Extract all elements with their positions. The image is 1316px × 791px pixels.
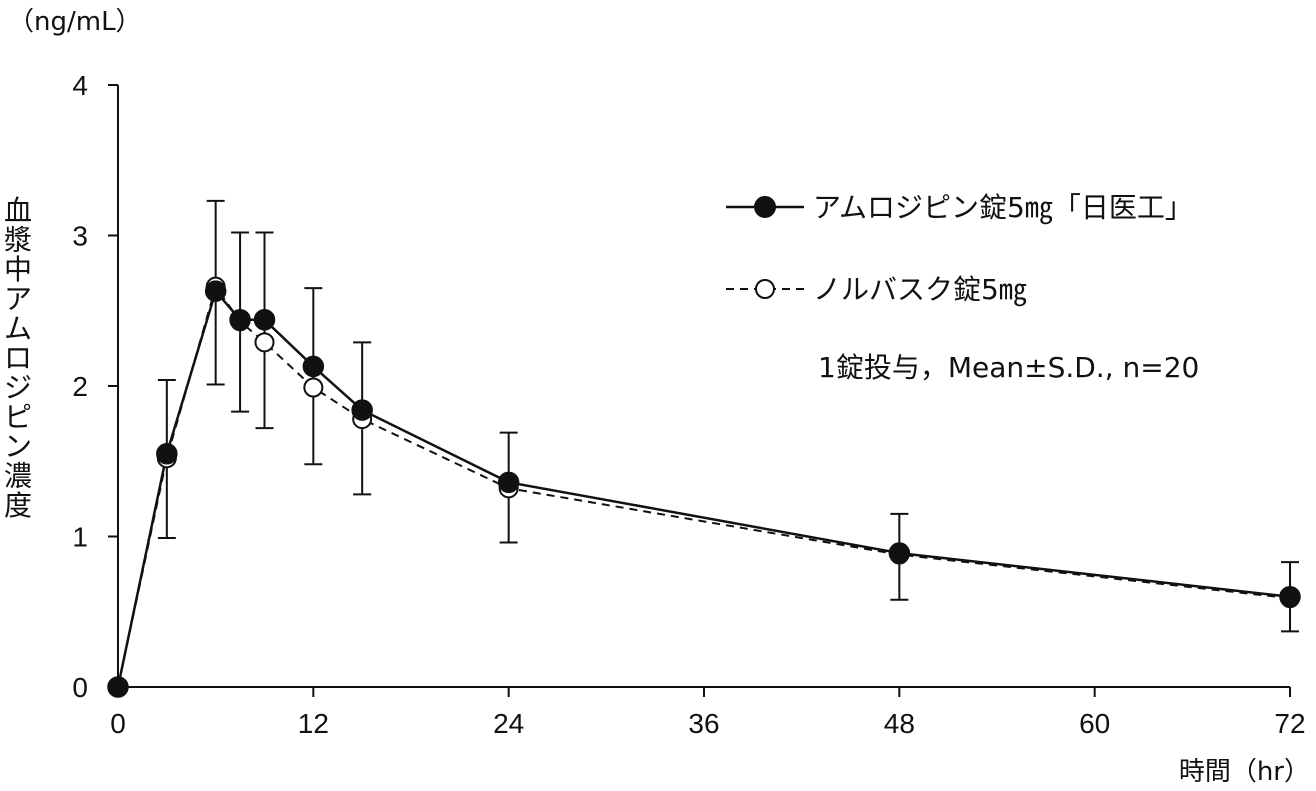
y-unit-label: （ng/mL） — [8, 7, 142, 37]
y-axis-label-char: ロ — [4, 342, 32, 375]
y-axis-label-char: ピ — [4, 401, 32, 434]
series-1-point — [204, 280, 227, 302]
series-1-point — [497, 471, 520, 494]
series-1-point — [253, 309, 276, 331]
x-tick-label: 0 — [110, 708, 126, 739]
y-ticks: 0 1 2 3 4 — [72, 70, 118, 703]
legend-item-series-2: ノルバスク錠5㎎ — [726, 273, 1027, 306]
x-unit-label: 時間（hr） — [1179, 757, 1310, 787]
series-1-point — [302, 355, 325, 378]
series-lines — [116, 284, 1291, 688]
y-axis-label-char: 濃 — [4, 460, 32, 493]
legend-marker-filled — [754, 196, 776, 218]
series-2-point — [254, 332, 275, 353]
x-tick-label: 12 — [298, 708, 329, 739]
x-tick-label: 36 — [688, 708, 719, 739]
y-tick-label: 0 — [72, 672, 88, 703]
y-axis-label-char: ン — [4, 430, 32, 463]
x-tick-label: 48 — [884, 708, 915, 739]
y-axis-label-char: 中 — [4, 253, 32, 286]
y-tick-label: 4 — [72, 70, 88, 101]
data-points — [107, 276, 1301, 698]
y-axis-label-char: ア — [4, 283, 32, 316]
x-tick-label: 72 — [1274, 708, 1305, 739]
legend-item-series-1: アムロジピン錠5㎎「日医工」 — [726, 191, 1193, 224]
legend-label-series-2: ノルバスク錠5㎎ — [813, 273, 1027, 306]
y-axis-label-char: 度 — [4, 489, 32, 522]
y-tick-label: 2 — [72, 371, 88, 402]
error-bars — [157, 199, 1299, 633]
x-tick-label: 60 — [1079, 708, 1110, 739]
series-1-point — [888, 542, 911, 564]
series-1-point — [107, 676, 129, 698]
x-ticks: 0 12 24 36 48 60 72 — [110, 687, 1306, 739]
series-1-point — [229, 309, 251, 331]
series-1-line — [116, 288, 1291, 688]
y-axis-label-char: ジ — [4, 371, 32, 404]
y-axis-label-char: 漿 — [4, 224, 32, 257]
legend-marker-open — [755, 279, 775, 299]
y-axis-label-char: 血 — [4, 194, 32, 227]
x-tick-label: 24 — [493, 708, 524, 739]
series-1-point — [351, 399, 373, 421]
legend: アムロジピン錠5㎎「日医工」 ノルバスク錠5㎎ 1錠投与，Mean±S.D., … — [726, 191, 1199, 384]
y-axis-label-char: ム — [4, 312, 32, 345]
y-tick-label: 3 — [72, 221, 88, 252]
legend-label-series-1: アムロジピン錠5㎎「日医工」 — [813, 191, 1193, 224]
y-tick-label: 1 — [72, 522, 88, 553]
series-2-point — [303, 377, 324, 398]
annotation-text: 1錠投与，Mean±S.D., n=20 — [818, 351, 1199, 384]
series-1-point — [1279, 585, 1301, 608]
series-1-point — [156, 442, 178, 465]
